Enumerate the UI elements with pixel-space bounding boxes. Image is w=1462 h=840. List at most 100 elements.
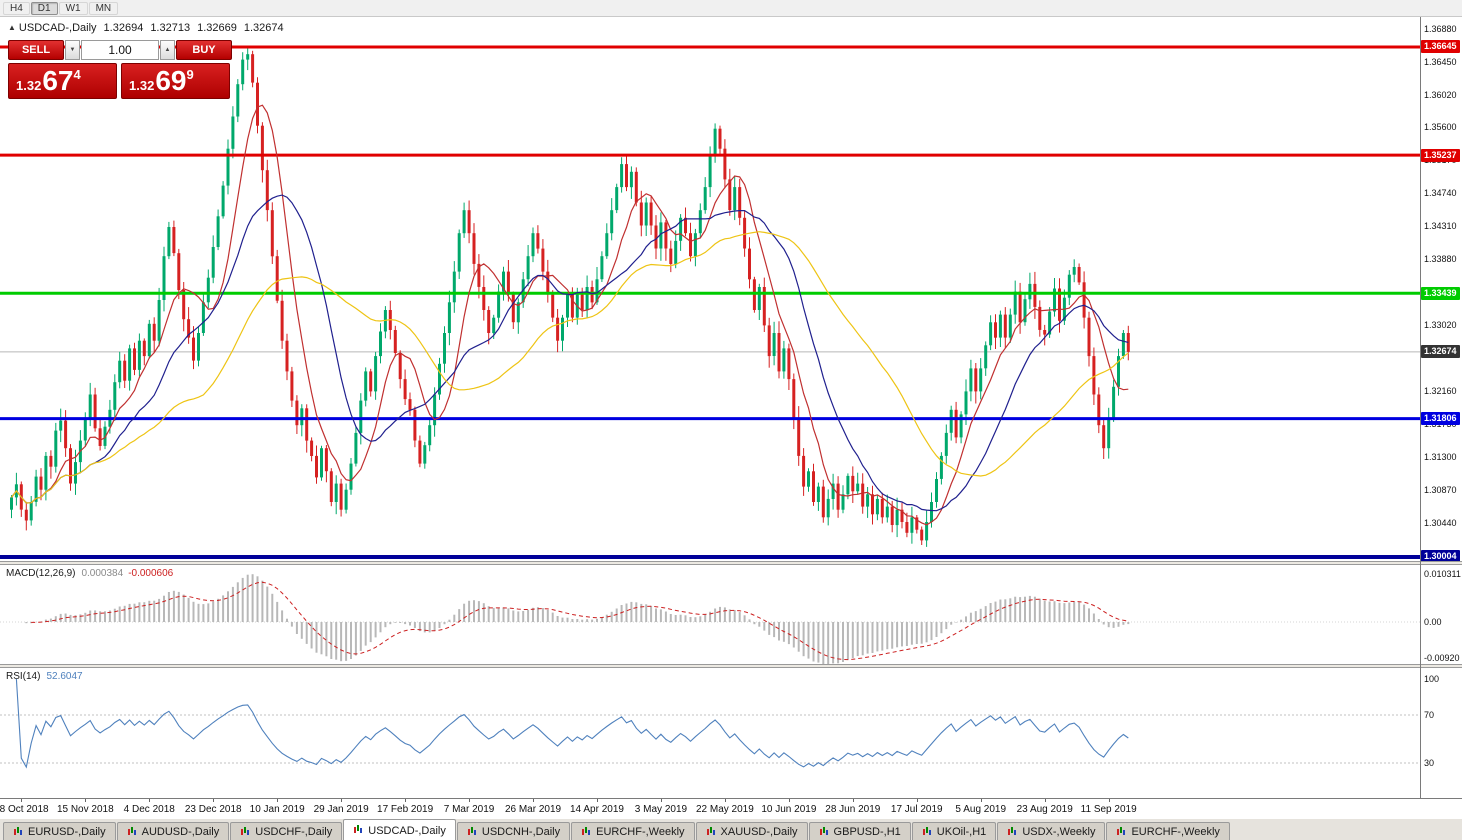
date-tick-mark xyxy=(341,799,343,802)
price-tick: 1.30440 xyxy=(1424,518,1457,529)
date-label: 14 Apr 2019 xyxy=(570,804,624,815)
macd-axis[interactable]: 0.010311 0.00 -0.00920 xyxy=(1421,565,1462,664)
date-label: 23 Aug 2019 xyxy=(1016,804,1073,815)
price-tick: 1.36880 xyxy=(1424,23,1457,34)
timeframe-h4-button[interactable]: H4 xyxy=(3,1,30,15)
chart-tab-icon xyxy=(581,826,592,839)
chart-tab-usdcaddaily[interactable]: USDCAD-,Daily xyxy=(343,819,456,840)
date-label: 11 Sep 2019 xyxy=(1080,804,1137,815)
timeframe-toolbar: H4 D1 W1 MN xyxy=(0,0,1462,17)
chart-tab-icon xyxy=(127,826,138,839)
rsi-label: RSI(14) 52.6047 xyxy=(6,671,83,682)
pane-divider[interactable] xyxy=(0,561,1462,565)
sell-price-big: 67 xyxy=(42,65,74,96)
price-tick: 1.32160 xyxy=(1424,386,1457,397)
price-tick: 1.30870 xyxy=(1424,485,1457,496)
date-label: 28 Oct 2018 xyxy=(0,804,49,815)
chart-tab-icon xyxy=(1007,826,1018,839)
price-level-badge: 1.30004 xyxy=(1421,550,1460,564)
price-tick: 1.31300 xyxy=(1424,452,1457,463)
buy-button[interactable]: BUY xyxy=(176,40,232,60)
chart-tab-xauusddaily[interactable]: XAUUSD-,Daily xyxy=(695,822,808,840)
price-tick: 1.36450 xyxy=(1424,56,1457,67)
chart-tab-icon xyxy=(467,826,478,839)
quote-close: 1.32674 xyxy=(243,22,284,34)
chart-tab-ukoilh1[interactable]: UKOil-,H1 xyxy=(911,822,997,840)
chart-tab-eurusddaily[interactable]: EURUSD-,Daily xyxy=(3,822,116,840)
chart-tab-audusddaily[interactable]: AUDUSD-,Daily xyxy=(116,822,230,840)
sell-price-pipette: 4 xyxy=(73,67,81,82)
macd-main-value: 0.000384 xyxy=(81,568,124,579)
pane-divider[interactable] xyxy=(0,664,1462,668)
chart-tab-icon xyxy=(13,826,24,839)
chart-tab-icon xyxy=(819,826,830,839)
rsi-tick: 30 xyxy=(1424,758,1435,768)
chart-tab-usdxweekly[interactable]: USDX-,Weekly xyxy=(997,822,1106,840)
macd-tick: -0.00920 xyxy=(1424,653,1460,663)
quote-open: 1.32694 xyxy=(103,22,144,34)
chart-tab-label: EURUSD-,Daily xyxy=(28,826,106,838)
macd-canvas[interactable] xyxy=(0,565,1420,664)
chevron-up-icon: ▲ xyxy=(164,47,171,53)
chart-tab-eurchfweekly[interactable]: EURCHF-,Weekly xyxy=(571,822,695,840)
date-tick-mark xyxy=(916,799,918,802)
timeframe-d1-button[interactable]: D1 xyxy=(30,1,58,15)
date-tick-mark xyxy=(533,799,535,802)
buy-price-display[interactable]: 1.32 69 9 xyxy=(121,63,230,99)
price-tick: 1.34310 xyxy=(1424,221,1457,232)
rsi-axis[interactable]: 100 70 30 xyxy=(1421,668,1462,798)
chart-tab-usdcnhdaily[interactable]: USDCNH-,Daily xyxy=(456,822,571,840)
buy-price-pipette: 9 xyxy=(186,67,194,82)
date-label: 15 Nov 2018 xyxy=(56,804,114,815)
quote-high: 1.32713 xyxy=(150,22,191,34)
sell-button[interactable]: SELL xyxy=(8,40,64,60)
chart-tab-icon xyxy=(353,824,364,837)
chart-tab-label: EURCHF-,Weekly xyxy=(1131,826,1220,838)
volume-input[interactable] xyxy=(81,40,159,60)
chart-tab-label: USDCHF-,Daily xyxy=(255,826,333,838)
sell-price-display[interactable]: 1.32 67 4 xyxy=(8,63,117,99)
rsi-tick: 70 xyxy=(1424,710,1435,720)
macd-pane: MACD(12,26,9) 0.000384 -0.000606 0.010311 0… xyxy=(0,565,1462,664)
chart-tab-icon xyxy=(240,826,251,839)
quote-low: 1.32669 xyxy=(197,22,237,34)
timeframe-w1-button[interactable]: W1 xyxy=(58,1,88,15)
one-click-trading-panel: SELL ▼ ▲ BUY 1.32 67 4 1.32 69 9 xyxy=(8,40,232,99)
symbol-marker-icon: ▲ xyxy=(8,23,16,32)
price-level-badge: 1.35237 xyxy=(1421,148,1460,162)
buy-price-prefix: 1.32 xyxy=(129,78,155,93)
date-tick-mark xyxy=(788,799,790,802)
volume-increase-button[interactable]: ▲ xyxy=(160,40,175,60)
price-tick: 1.35600 xyxy=(1424,122,1457,133)
macd-tick: 0.010311 xyxy=(1424,569,1461,579)
chart-tabs-bar: EURUSD-,Daily AUDUSD-,Daily USDCHF-,Daily U… xyxy=(0,818,1462,840)
date-tick-mark xyxy=(469,799,471,802)
date-label: 10 Jun 2019 xyxy=(761,804,817,815)
date-label: 23 Dec 2018 xyxy=(184,804,242,815)
chart-tab-label: USDCNH-,Daily xyxy=(481,826,561,838)
price-chart-canvas[interactable] xyxy=(0,17,1420,561)
chart-tab-usdchfdaily[interactable]: USDCHF-,Daily xyxy=(230,822,343,840)
date-label: 22 May 2019 xyxy=(695,804,754,815)
symbol-title: USDCAD-,Daily xyxy=(18,22,97,34)
date-tick-mark xyxy=(277,799,279,802)
chart-window: 1.368801.364501.360201.356001.351701.347… xyxy=(0,17,1462,819)
symbol-info: ▲ USDCAD-,Daily 1.32694 1.32713 1.32669 1.326… xyxy=(8,22,284,34)
date-label: 28 Jun 2019 xyxy=(825,804,881,815)
price-tick: 1.33880 xyxy=(1424,254,1457,265)
volume-decrease-button[interactable]: ▼ xyxy=(65,40,80,60)
macd-label: MACD(12,26,9) 0.000384 -0.000606 xyxy=(6,568,174,579)
macd-tick: 0.00 xyxy=(1424,617,1442,627)
date-axis[interactable]: 28 Oct 2018 15 Nov 2018 4 Dec 2018 23 Dec 2… xyxy=(0,798,1462,819)
price-level-badge: 1.31806 xyxy=(1421,412,1460,426)
chart-tab-label: AUDUSD-,Daily xyxy=(141,826,220,838)
rsi-canvas[interactable] xyxy=(0,668,1420,798)
date-tick-mark xyxy=(1108,799,1110,802)
timeframe-mn-button[interactable]: MN xyxy=(88,1,119,15)
chevron-down-icon: ▼ xyxy=(69,47,76,53)
chart-tab-label: EURCHF-,Weekly xyxy=(596,826,685,838)
chart-tab-gbpusdh1[interactable]: GBPUSD-,H1 xyxy=(808,822,911,840)
price-axis[interactable]: 1.368801.364501.360201.356001.351701.347… xyxy=(1421,17,1462,564)
chart-tab-eurchfweekly[interactable]: EURCHF-,Weekly xyxy=(1106,822,1230,840)
